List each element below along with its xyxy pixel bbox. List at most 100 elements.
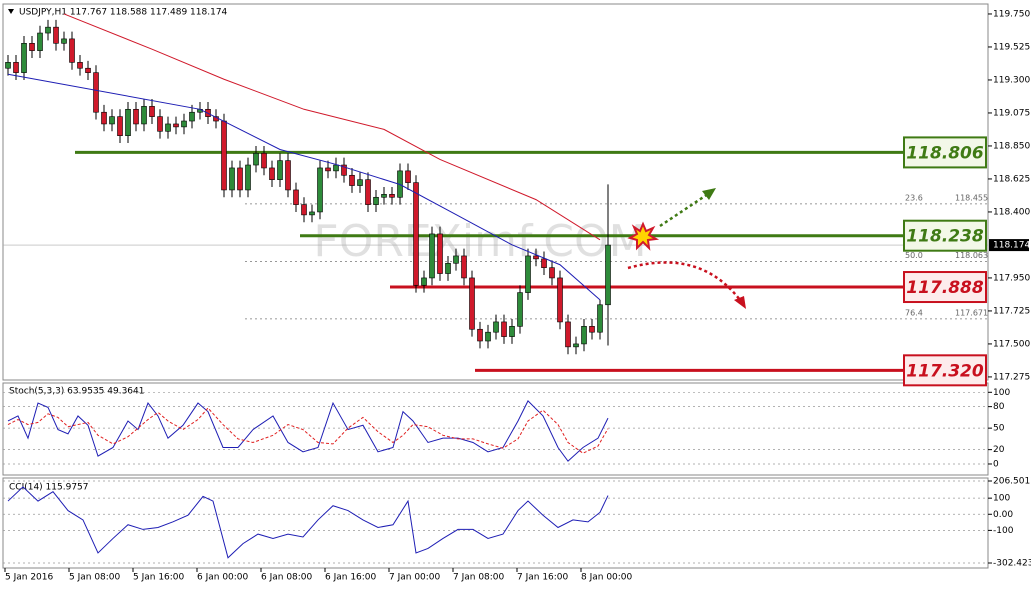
candle-body xyxy=(309,211,315,216)
candle-body xyxy=(261,152,267,169)
candle-body xyxy=(101,111,107,125)
y-tick-label: 119.300 xyxy=(993,75,1030,85)
candle-body xyxy=(429,233,435,279)
y-tick-label: -100 xyxy=(993,526,1014,536)
current-price-label: 118.174 xyxy=(993,241,1030,251)
y-tick-label: 50 xyxy=(993,424,1005,434)
candle-body xyxy=(293,189,299,205)
candle-body xyxy=(29,43,35,51)
breakout-star xyxy=(627,221,660,251)
candle-body xyxy=(557,277,563,323)
y-tick-label: 80 xyxy=(993,402,1005,412)
candle-body xyxy=(589,326,595,333)
main-panel xyxy=(2,3,989,381)
candle-body xyxy=(141,106,147,125)
x-tick-label: 5 Jan 08:00 xyxy=(69,573,121,583)
y-tick-label: 119.750 xyxy=(993,9,1030,19)
candle-body xyxy=(149,106,155,117)
candle-body xyxy=(565,321,571,348)
candle-body xyxy=(381,194,387,198)
level-box xyxy=(903,354,987,387)
y-tick-label: -302.4236 xyxy=(993,559,1031,569)
bullish-arrowhead xyxy=(702,188,716,200)
candle-body xyxy=(317,167,323,213)
candle-body xyxy=(389,194,395,198)
moving-average xyxy=(7,73,601,301)
candle-body xyxy=(421,277,427,286)
indicator-line xyxy=(7,400,609,462)
fib-price: 118.063 xyxy=(955,251,988,260)
level-label: 118.238 xyxy=(906,227,984,247)
y-tick-label: 117.950 xyxy=(993,273,1030,283)
level-box xyxy=(903,136,987,169)
candle-body xyxy=(453,255,459,264)
indicator-line xyxy=(7,486,609,559)
candle-body xyxy=(237,167,243,191)
y-tick-label: 100 xyxy=(993,494,1010,504)
level-label: 117.888 xyxy=(906,278,984,298)
level-label: 117.320 xyxy=(906,361,984,381)
level-label: 118.806 xyxy=(906,143,984,163)
candle-body xyxy=(157,116,163,132)
x-tick-label: 6 Jan 16:00 xyxy=(325,573,377,583)
candle-body xyxy=(181,120,187,128)
y-tick-label: 0 xyxy=(993,459,999,469)
candle-body xyxy=(477,328,483,342)
candle-body xyxy=(37,32,43,51)
fib-ratio: 50.0 xyxy=(905,251,923,260)
candle-body xyxy=(541,258,547,268)
fib-ratio: 23.6 xyxy=(905,193,923,202)
y-tick-label: 118.400 xyxy=(993,207,1030,217)
y-tick-label: 118.850 xyxy=(993,141,1030,151)
candle-body xyxy=(77,62,83,69)
candle-body xyxy=(301,204,307,216)
x-tick-label: 6 Jan 00:00 xyxy=(197,573,249,583)
candle-body xyxy=(277,160,283,180)
x-tick-label: 7 Jan 00:00 xyxy=(389,573,441,583)
indicator-line xyxy=(7,407,609,454)
level-box xyxy=(903,271,987,304)
candle-body xyxy=(69,38,75,63)
candle-body xyxy=(461,255,467,279)
y-tick-label: 100 xyxy=(993,388,1010,398)
candle-body xyxy=(493,321,499,333)
candle-body xyxy=(405,170,411,183)
y-tick-label: 117.500 xyxy=(993,339,1030,349)
candle-body xyxy=(485,331,491,342)
candle-body xyxy=(437,233,443,274)
candle-body xyxy=(509,326,515,337)
x-tick-label: 6 Jan 08:00 xyxy=(261,573,313,583)
y-tick-label: 117.725 xyxy=(993,306,1030,316)
bearish-arrowhead xyxy=(734,296,746,309)
candle-body xyxy=(269,167,275,180)
candle-body xyxy=(517,292,523,327)
cci-title: CCI(14) 115.9757 xyxy=(9,483,89,493)
candle-body xyxy=(85,67,91,73)
x-tick-label: 7 Jan 08:00 xyxy=(453,573,505,583)
candle-body xyxy=(229,167,235,191)
candle-body xyxy=(549,267,555,279)
candle-body xyxy=(581,326,587,345)
fib-price: 117.671 xyxy=(955,308,988,317)
candle-body xyxy=(501,321,507,337)
candle-body xyxy=(445,262,451,274)
candle-body xyxy=(597,304,603,333)
bearish-arrow xyxy=(627,261,741,301)
candle-body xyxy=(165,123,171,132)
y-tick-label: 119.525 xyxy=(993,42,1030,52)
candle-body xyxy=(341,164,347,176)
candle-body xyxy=(349,174,355,186)
candle-body xyxy=(221,120,227,191)
candle-body xyxy=(469,277,475,330)
moving-average xyxy=(63,13,601,241)
x-tick-label: 5 Jan 16:00 xyxy=(133,573,185,583)
fib-price: 118.455 xyxy=(955,193,988,202)
candle-body xyxy=(53,26,59,44)
candle-body xyxy=(573,343,579,348)
candle-body xyxy=(61,38,67,44)
x-tick-label: 8 Jan 00:00 xyxy=(581,573,633,583)
cci-panel xyxy=(2,477,989,569)
candle-body xyxy=(525,255,531,293)
